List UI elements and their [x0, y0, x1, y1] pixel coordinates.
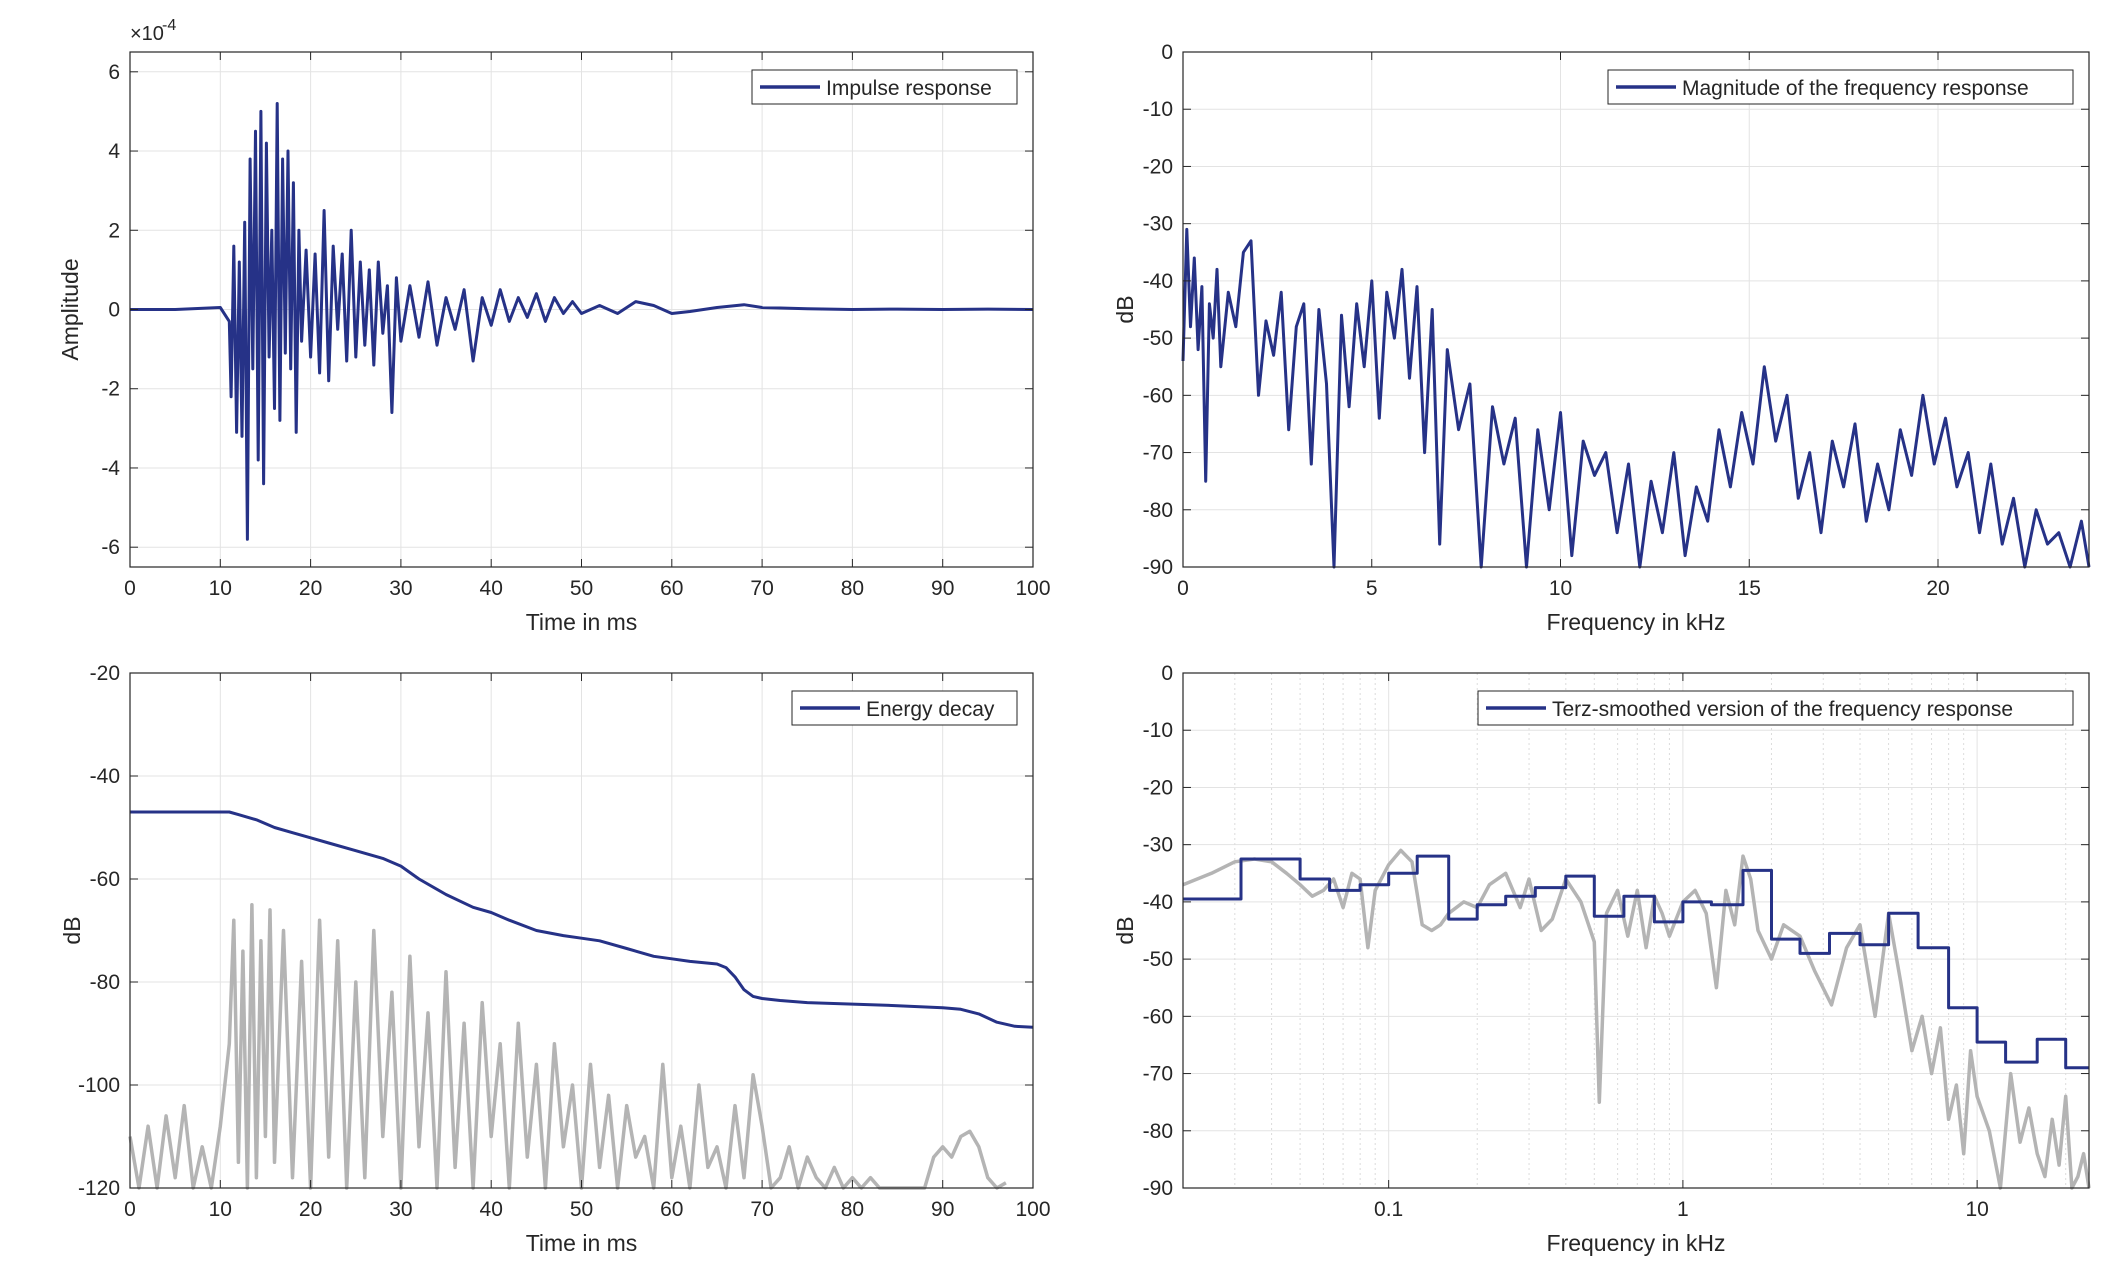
- y-tick-label: -6: [101, 536, 120, 559]
- y-tick-label: -90: [1143, 1177, 1173, 1200]
- y-tick-label: 6: [108, 61, 120, 84]
- x-axis-label: Frequency in kHz: [1547, 609, 1726, 635]
- y-tick-label: -60: [90, 868, 120, 891]
- legend: Terz-smoothed version of the frequency r…: [1477, 690, 2074, 726]
- x-tick-label: 100: [1015, 577, 1050, 600]
- y-tick-label: -30: [1143, 834, 1173, 857]
- y-tick-label: -40: [90, 765, 120, 788]
- x-tick-label: 20: [299, 1198, 322, 1221]
- y-axis-label: Amplitude: [57, 258, 83, 360]
- x-tick-label: 5: [1366, 577, 1378, 600]
- axis-exponent-sup: -4: [162, 17, 176, 34]
- y-tick-label: -40: [1143, 891, 1173, 914]
- x-tick-label: 20: [299, 577, 322, 600]
- legend-label: Impulse response: [826, 77, 992, 100]
- y-tick-label: -80: [1143, 499, 1173, 522]
- x-tick-label: 10: [209, 1198, 232, 1221]
- axes-box: [1182, 672, 2090, 1189]
- legend: Impulse response: [751, 69, 1018, 105]
- y-tick-label: -120: [78, 1177, 120, 1200]
- chart-magnitude: 0 5 10 15 20 0 -10 -20 -30 -40 -50 -60 -70 -80 -90 Freq…: [1112, 41, 2091, 635]
- x-tick-label: 15: [1738, 577, 1761, 600]
- x-tick-label: 0.1: [1374, 1198, 1403, 1221]
- x-tick-label: 10: [1965, 1198, 1988, 1221]
- x-tick-label: 30: [389, 1198, 412, 1221]
- series-line-main: [130, 810, 1034, 1029]
- x-axis-label: Time in ms: [526, 1230, 638, 1256]
- x-tick-label: 50: [570, 1198, 593, 1221]
- y-tick-label: -60: [1143, 384, 1173, 407]
- y-tick-label: -10: [1143, 719, 1173, 742]
- x-tick-label: 60: [660, 577, 683, 600]
- series-line-gray: [1182, 848, 2091, 1190]
- x-tick-label: 80: [841, 1198, 864, 1221]
- y-tick-label: 2: [108, 219, 120, 242]
- legend: Magnitude of the frequency response: [1607, 69, 2074, 105]
- y-tick-label: -70: [1143, 442, 1173, 465]
- x-tick-label: 20: [1926, 577, 1949, 600]
- y-axis-label: dB: [59, 916, 85, 944]
- x-tick-label: 10: [209, 577, 232, 600]
- x-tick-label: 0: [124, 1198, 136, 1221]
- y-tick-label: 0: [108, 299, 120, 322]
- x-tick-label: 30: [389, 577, 412, 600]
- x-axis-label: Frequency in kHz: [1547, 1230, 1726, 1256]
- y-tick-label: -60: [1143, 1005, 1173, 1028]
- legend-label: Energy decay: [866, 698, 995, 721]
- y-tick-label: -50: [1143, 327, 1173, 350]
- x-axis-label: Time in ms: [526, 609, 638, 635]
- y-tick-label: -100: [78, 1074, 120, 1097]
- axis-exponent: ×10: [130, 23, 164, 45]
- series-line-main: [130, 102, 1034, 541]
- chart-energy-decay: 0 10 20 30 40 50 60 70 80 90 100 -20 -40 -60 -80 -100 -1…: [59, 662, 1051, 1256]
- chart-terz: 0.1 1 10 0 -10 -20 -30 -40 -50 -60 -70 -80 -90 Freque…: [1112, 662, 2091, 1256]
- series-line-main: [1183, 854, 2089, 1070]
- y-tick-label: 4: [108, 140, 120, 163]
- plot-area: [1183, 673, 2089, 1188]
- legend-label: Magnitude of the frequency response: [1682, 77, 2029, 100]
- x-tick-label: 70: [750, 577, 773, 600]
- chart-impulse: 0 10 20 30 40 50 60 70 80 90 100 -6 -4 -2 0 2 4 6 Time in …: [57, 17, 1051, 635]
- y-tick-label: 0: [1161, 41, 1173, 64]
- x-tick-label: 40: [480, 577, 503, 600]
- series-line-main: [1181, 227, 2091, 569]
- x-tick-label: 0: [1177, 577, 1189, 600]
- axes-box: [1182, 51, 2090, 568]
- x-tick-label: 50: [570, 577, 593, 600]
- y-tick-label: -40: [1143, 270, 1173, 293]
- x-tick-label: 0: [124, 577, 136, 600]
- y-tick-label: 0: [1161, 662, 1173, 685]
- x-tick-label: 90: [931, 1198, 954, 1221]
- x-tick-label: 1: [1677, 1198, 1689, 1221]
- y-tick-label: -2: [101, 378, 120, 401]
- y-tick-label: -20: [90, 662, 120, 685]
- y-tick-label: -70: [1143, 1063, 1173, 1086]
- x-tick-label: 60: [660, 1198, 683, 1221]
- y-tick-label: -80: [90, 971, 120, 994]
- y-tick-label: -90: [1143, 556, 1173, 579]
- legend: Energy decay: [791, 690, 1018, 726]
- series-line-gray: [128, 903, 1007, 1190]
- y-tick-label: -4: [101, 457, 120, 480]
- y-tick-label: -10: [1143, 98, 1173, 121]
- x-tick-label: 100: [1015, 1198, 1050, 1221]
- x-tick-label: 90: [931, 577, 954, 600]
- y-axis-label: dB: [1112, 295, 1138, 323]
- x-tick-label: 40: [480, 1198, 503, 1221]
- y-tick-label: -20: [1143, 776, 1173, 799]
- x-tick-label: 70: [750, 1198, 773, 1221]
- y-tick-label: -80: [1143, 1120, 1173, 1143]
- minor-grid: [1234, 673, 2067, 1188]
- x-tick-label: 10: [1549, 577, 1572, 600]
- x-tick-label: 80: [841, 577, 864, 600]
- y-tick-label: -30: [1143, 213, 1173, 236]
- y-tick-label: -20: [1143, 155, 1173, 178]
- y-axis-label: dB: [1112, 916, 1138, 944]
- legend-box: [1607, 69, 2074, 105]
- legend-box: [1477, 690, 2074, 726]
- y-tick-label: -50: [1143, 948, 1173, 971]
- legend-label: Terz-smoothed version of the frequency r…: [1552, 698, 2013, 721]
